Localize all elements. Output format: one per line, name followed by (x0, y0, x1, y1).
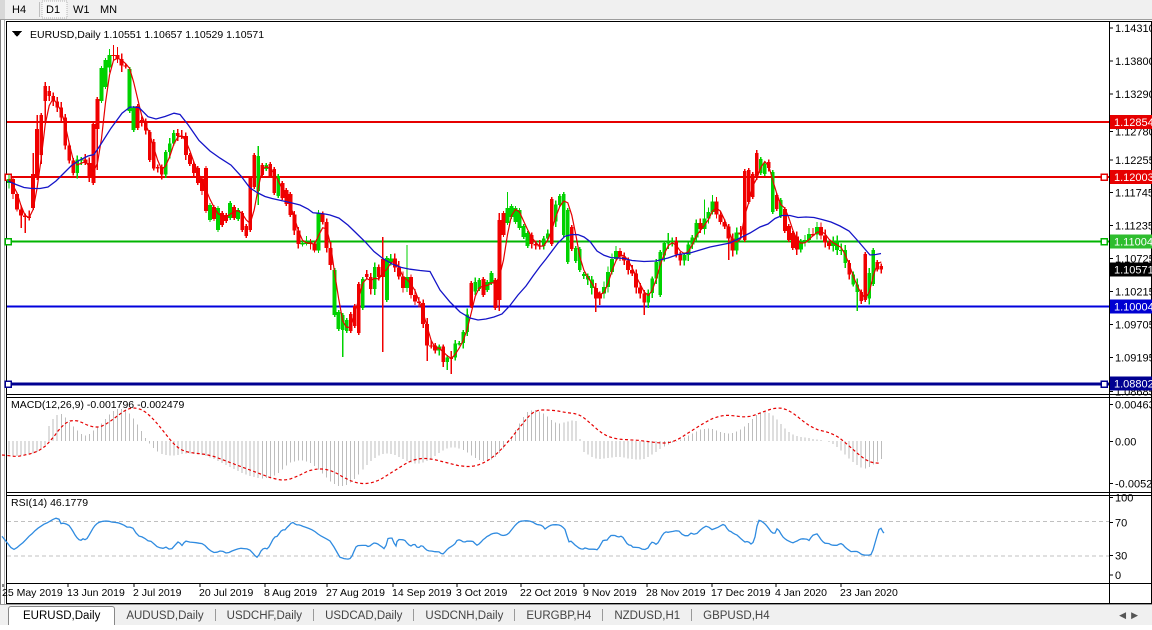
svg-text:17 Dec 2019: 17 Dec 2019 (711, 587, 771, 599)
svg-text:1.10215: 1.10215 (1115, 287, 1152, 299)
svg-text:D1: D1 (46, 4, 60, 16)
svg-text:9 Nov 2019: 9 Nov 2019 (583, 587, 637, 599)
svg-text:1.08802: 1.08802 (1114, 379, 1152, 391)
svg-text:70: 70 (1115, 517, 1127, 529)
svg-text:4 Jan 2020: 4 Jan 2020 (775, 587, 827, 599)
svg-text:100: 100 (1115, 493, 1133, 505)
svg-text:8 Aug 2019: 8 Aug 2019 (264, 587, 317, 599)
svg-text:1.12255: 1.12255 (1115, 155, 1152, 167)
svg-text:RSI(14) 46.1779: RSI(14) 46.1779 (11, 497, 88, 509)
svg-text:-0.005299: -0.005299 (1115, 479, 1152, 491)
svg-text:13 Jun 2019: 13 Jun 2019 (67, 587, 125, 599)
svg-text:1.12780: 1.12780 (1115, 127, 1152, 139)
svg-text:2 Jul 2019: 2 Jul 2019 (133, 587, 182, 599)
svg-text:1.12003: 1.12003 (1114, 172, 1152, 184)
svg-text:MN: MN (100, 4, 117, 16)
svg-text:30: 30 (1115, 551, 1127, 563)
svg-text:23 Jan 2020: 23 Jan 2020 (840, 587, 898, 599)
svg-text:14 Sep 2019: 14 Sep 2019 (392, 587, 452, 599)
svg-text:W1: W1 (73, 4, 90, 16)
svg-text:1.10571: 1.10571 (1114, 265, 1152, 277)
svg-text:1.13290: 1.13290 (1115, 89, 1152, 101)
svg-text:0.00463: 0.00463 (1115, 399, 1152, 411)
svg-text:27 Aug 2019: 27 Aug 2019 (326, 587, 385, 599)
svg-text:MACD(12,26,9) -0.001796 -0.002: MACD(12,26,9) -0.001796 -0.002479 (11, 399, 185, 411)
svg-text:22 Oct 2019: 22 Oct 2019 (520, 587, 577, 599)
svg-text:0: 0 (1115, 570, 1121, 582)
svg-text:1.11235: 1.11235 (1115, 221, 1152, 233)
svg-text:25 May 2019: 25 May 2019 (2, 587, 63, 599)
svg-text:0.00: 0.00 (1115, 437, 1136, 449)
svg-text:28 Nov 2019: 28 Nov 2019 (646, 587, 706, 599)
svg-text:1.09195: 1.09195 (1115, 352, 1152, 364)
svg-text:EURUSD,Daily 1.10551 1.10657: EURUSD,Daily 1.10551 1.10657 1.10529 1.1… (30, 29, 264, 41)
svg-text:20 Jul 2019: 20 Jul 2019 (199, 587, 253, 599)
svg-text:1.10004: 1.10004 (1114, 302, 1152, 314)
svg-text:3 Oct 2019: 3 Oct 2019 (456, 587, 508, 599)
svg-text:1.14310: 1.14310 (1115, 23, 1152, 35)
svg-text:1.09705: 1.09705 (1115, 319, 1152, 331)
svg-text:H4: H4 (12, 4, 26, 16)
svg-text:1.11004: 1.11004 (1114, 237, 1152, 249)
svg-text:1.12854: 1.12854 (1114, 117, 1152, 129)
svg-text:1.13800: 1.13800 (1115, 56, 1152, 68)
svg-text:1.11745: 1.11745 (1115, 188, 1152, 200)
